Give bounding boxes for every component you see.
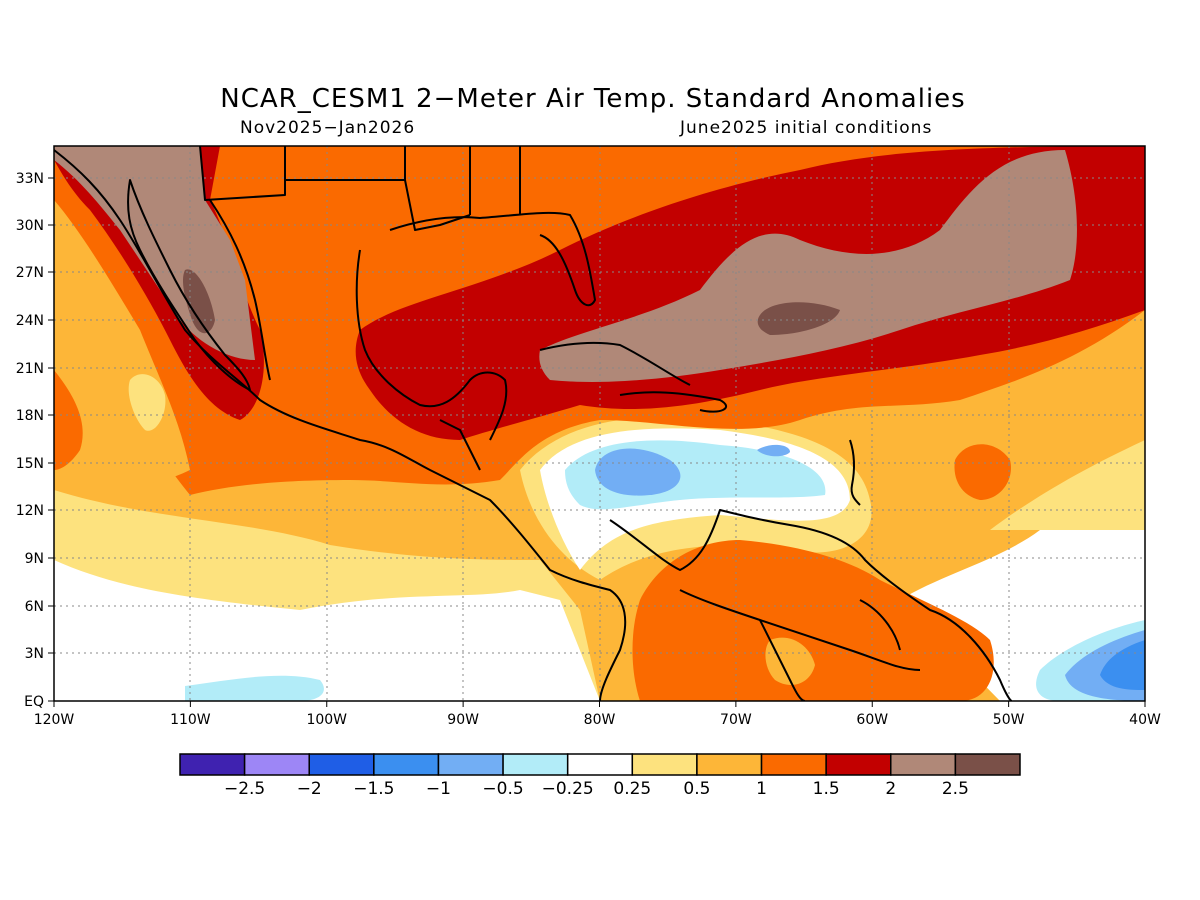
- colorbar-label: −0.5: [482, 779, 523, 799]
- colorbar-swatch: [502, 753, 569, 776]
- colorbar-label: −2: [297, 779, 322, 799]
- lon-label: 80W: [584, 712, 616, 728]
- colorbar-swatch: [696, 753, 763, 776]
- lon-label: 120W: [34, 712, 75, 728]
- colorbar-label: 0.5: [683, 779, 710, 799]
- lon-label: 110W: [170, 712, 211, 728]
- lat-label: 21N: [16, 361, 44, 377]
- lon-label: 40W: [1129, 712, 1161, 728]
- colorbar-swatch: [566, 753, 634, 776]
- anomaly-yellow-southamerica: [765, 637, 815, 685]
- colorbar-label: −0.25: [542, 779, 594, 799]
- colorbar-swatch: [179, 753, 246, 776]
- lat-label: 30N: [16, 218, 44, 234]
- anomaly-darkbrown-atlantic: [757, 302, 840, 335]
- colorbar-label: −2.5: [224, 779, 265, 799]
- lon-axis: 120W 110W 100W 90W 80W 70W 60W 50W 40W: [34, 701, 1161, 728]
- colorbar-swatch: [760, 753, 827, 776]
- colorbar-swatch: [954, 753, 1021, 776]
- forecast-period: Nov2025−Jan2026: [240, 118, 416, 138]
- colorbar-label: 1.5: [813, 779, 840, 799]
- colorbar-label: 2: [885, 779, 896, 799]
- anomaly-blue-caribbean-2: [757, 444, 790, 457]
- colorbar: −2.5 −2 −1.5 −1 −0.5 −0.25 0.25 0.5 1 1.5 2 2.5: [179, 753, 1021, 799]
- lon-label: 70W: [720, 712, 752, 728]
- initial-conditions: June2025 initial conditions: [680, 118, 933, 138]
- coastlines: [54, 146, 1013, 701]
- colorbar-swatch: [243, 753, 310, 776]
- colorbar-swatch: [437, 753, 504, 776]
- colorbar-label: 1: [756, 779, 767, 799]
- map-title: NCAR_CESM1 2−Meter Air Temp. Standard An…: [220, 84, 966, 114]
- colorbar-label: −1: [426, 779, 451, 799]
- lon-label: 60W: [856, 712, 888, 728]
- lat-label: 12N: [16, 503, 44, 519]
- lat-label: 3N: [25, 646, 44, 662]
- colorbar-swatch: [308, 753, 375, 776]
- lon-label: 50W: [993, 712, 1025, 728]
- anomaly-midblue-atlantic: [1100, 640, 1145, 690]
- anomaly-cyan-pacific: [185, 675, 324, 701]
- lat-label: 18N: [16, 408, 44, 424]
- lat-label: EQ: [24, 694, 44, 710]
- colorbar-swatch: [825, 753, 892, 776]
- anomaly-neutral-south-white: [54, 560, 600, 701]
- lon-label: 90W: [447, 712, 479, 728]
- anomaly-darkbrown-baja: [182, 269, 215, 334]
- colorbar-swatch: [631, 753, 698, 776]
- anomaly-blue-caribbean: [595, 448, 681, 496]
- anomaly-orange-pacific: [54, 370, 83, 470]
- anomaly-lightyellow-pacific: [128, 374, 166, 431]
- lat-label: 9N: [25, 551, 44, 567]
- colorbar-swatch: [373, 753, 440, 776]
- anomaly-brown-atlantic: [539, 150, 1077, 382]
- lat-label: 27N: [16, 265, 44, 281]
- lat-label: 15N: [16, 456, 44, 472]
- lat-label: 33N: [16, 171, 44, 187]
- colorbar-label: 0.25: [613, 779, 651, 799]
- colorbar-label: 2.5: [942, 779, 969, 799]
- colorbar-label: −1.5: [353, 779, 394, 799]
- lat-label: 6N: [25, 599, 44, 615]
- anomaly-orange-southamerica: [632, 540, 994, 701]
- lat-label: 24N: [16, 313, 44, 329]
- anomaly-lightyellow-east: [990, 440, 1145, 530]
- lon-label: 100W: [306, 712, 347, 728]
- colorbar-swatch: [890, 753, 957, 776]
- lat-axis: 33N 30N 27N 24N 21N 18N 15N 12N 9N 6N 3N EQ: [16, 171, 54, 710]
- anomaly-orange-atlantic: [954, 444, 1011, 500]
